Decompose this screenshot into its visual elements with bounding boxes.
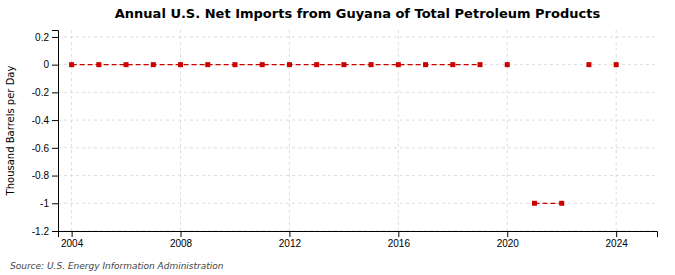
- x-grid-line: [507, 30, 508, 231]
- x-tick: 2020: [497, 231, 520, 249]
- x-tick-label: 2004: [61, 238, 84, 249]
- x-tick: 2012: [279, 231, 302, 249]
- x-tick-mark: [507, 231, 508, 237]
- marker: [614, 62, 619, 67]
- annotation: Source: U.S. Energy Information Administ…: [10, 261, 224, 271]
- x-tick-mark: [181, 231, 182, 237]
- marker: [69, 62, 74, 67]
- y-grid-line: [58, 92, 657, 93]
- x-tick-label: 2020: [497, 238, 520, 249]
- y-tick-mark: [52, 120, 58, 121]
- y-tick-mark: [52, 203, 58, 204]
- marker: [559, 201, 564, 206]
- y-tick: -0.2: [32, 87, 58, 98]
- y-tick-label: -0.2: [32, 87, 50, 98]
- x-grid-line: [71, 30, 72, 231]
- y-grid-line: [58, 120, 657, 121]
- y-tick-mark: [52, 92, 58, 93]
- y-axis: 0.2 0 -0.2 -0.4 -0.6 -0.8 -1 -1.2: [32, 31, 59, 237]
- x-grid-line: [616, 30, 617, 231]
- y-tick-label: -1.2: [32, 226, 50, 237]
- marker: [287, 62, 292, 67]
- marker: [396, 62, 401, 67]
- marks: [69, 62, 619, 206]
- x-tick-label: 2012: [279, 238, 302, 249]
- y-grid-line: [58, 147, 657, 148]
- marker: [586, 62, 591, 67]
- y-tick-label: -0.4: [32, 115, 50, 126]
- y-tick-label: 0.2: [35, 32, 49, 43]
- y-grid-line: [58, 203, 657, 204]
- x-tick: 2004: [61, 231, 84, 249]
- x-tick-label: 2024: [606, 238, 629, 249]
- marker: [341, 62, 346, 67]
- x-tick-mark: [616, 231, 617, 237]
- y-tick: -0.4: [32, 115, 58, 126]
- marker: [423, 62, 428, 67]
- y-tick: 0: [43, 59, 58, 70]
- x-grid-line: [289, 30, 290, 231]
- grid: [58, 30, 657, 231]
- y-tick-label: -0.6: [32, 143, 50, 154]
- marker: [151, 62, 156, 67]
- marker: [314, 62, 319, 67]
- x-tick-label: 2008: [170, 238, 193, 249]
- marker: [532, 201, 537, 206]
- y-tick-mark: [52, 176, 58, 177]
- marker: [505, 62, 510, 67]
- y-tick-label: -1: [40, 198, 49, 209]
- y-tick: -1: [40, 198, 58, 209]
- x-tick-mark: [398, 231, 399, 237]
- y-tick-label: 0: [43, 59, 49, 70]
- y-tick-mark: [52, 231, 58, 232]
- y-tick: 0.2: [35, 32, 58, 43]
- y-axis-title: Thousand Barrels per Day: [5, 66, 16, 197]
- marker: [178, 62, 183, 67]
- x-axis-line: [59, 232, 658, 238]
- marker: [124, 62, 129, 67]
- y-tick: -0.8: [32, 170, 58, 181]
- chart: 2004 2008 2012 2016 2020 2024 0.2 0 -0.2 -0.4 -0.6…: [0, 0, 675, 275]
- x-tick-label: 2016: [388, 238, 411, 249]
- y-tick-mark: [52, 37, 58, 38]
- marker: [232, 62, 237, 67]
- y-axis-line: [52, 31, 59, 232]
- y-tick-mark: [52, 65, 58, 66]
- y-grid-line: [58, 36, 657, 37]
- x-tick-mark: [289, 231, 290, 237]
- title: Annual U.S. Net Imports from Guyana of T…: [115, 6, 601, 21]
- x-tick-mark: [72, 231, 73, 237]
- y-tick-mark: [52, 148, 58, 149]
- series-line: [72, 65, 562, 204]
- plot-area: 2004 2008 2012 2016 2020 2024 0.2 0 -0.2 -0.4 -0.6…: [32, 30, 658, 249]
- x-tick: 2016: [388, 231, 411, 249]
- y-tick-label: -0.8: [32, 170, 50, 181]
- marker: [450, 62, 455, 67]
- x-tick: 2024: [606, 231, 629, 249]
- y-tick: -1.2: [32, 226, 58, 237]
- marker: [96, 62, 101, 67]
- marker: [478, 62, 483, 67]
- x-grid-line: [398, 30, 399, 231]
- x-tick: 2008: [170, 231, 193, 249]
- y-grid-line: [58, 175, 657, 176]
- x-axis: 2004 2008 2012 2016 2020 2024: [59, 231, 658, 249]
- marker: [260, 62, 265, 67]
- marker: [369, 62, 374, 67]
- marker: [205, 62, 210, 67]
- y-tick: -0.6: [32, 143, 58, 154]
- x-grid-line: [180, 30, 181, 231]
